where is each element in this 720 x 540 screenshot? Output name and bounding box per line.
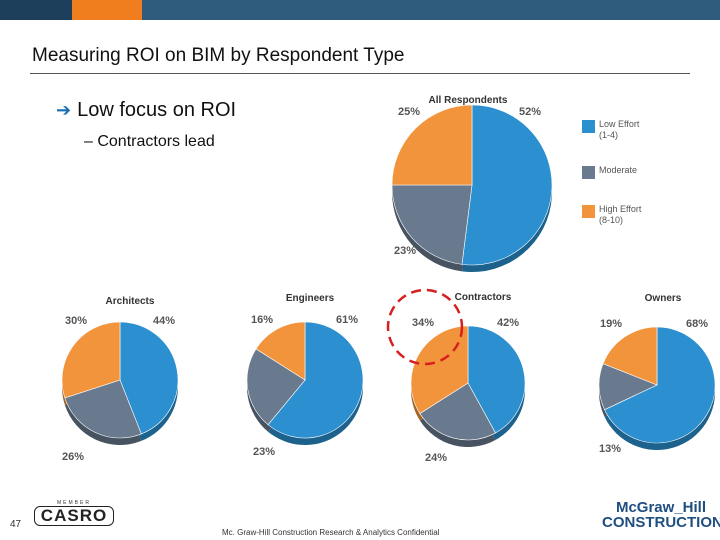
title-divider	[30, 73, 690, 74]
page-number: 47	[10, 519, 22, 530]
pie-slice-moderate	[391, 184, 473, 265]
pie-slice-high	[255, 321, 306, 381]
pie-slice-moderate	[246, 348, 306, 426]
data-label-moderate: 26%	[62, 451, 84, 463]
pie-slice-moderate	[419, 382, 496, 441]
bullet-main: ➔ Low focus on ROI	[56, 99, 236, 122]
data-label-high: 19%	[600, 318, 622, 330]
pie-contractors: Contractors 34% 42% 24%	[386, 288, 526, 464]
legend-label-moderate: Moderate	[599, 165, 637, 175]
highlight-circle	[386, 288, 464, 366]
slide-title: Measuring ROI on BIM by Respondent Type	[32, 45, 405, 66]
pie-title: Owners	[645, 293, 682, 304]
data-label-high: 16%	[251, 314, 273, 326]
top-banner-accent-orange	[72, 0, 142, 20]
legend-swatch-high	[582, 205, 595, 218]
data-label-moderate: 24%	[425, 452, 447, 464]
data-label-low: 61%	[336, 314, 358, 326]
pie-slice-high	[61, 321, 121, 399]
footer-confidential: Mc. Graw-Hill Construction Research & An…	[222, 528, 440, 537]
pie-title: Architects	[106, 296, 155, 307]
arrow-bullet-icon: ➔	[56, 100, 72, 120]
data-label-high: 30%	[65, 315, 87, 327]
data-label-moderate: 13%	[599, 443, 621, 455]
pie-slice-low	[267, 321, 364, 439]
casro-logo: MEMBER CASRO	[34, 500, 114, 534]
legend-swatch-moderate	[582, 166, 595, 179]
top-banner-accent-dark	[0, 0, 72, 20]
pie-title: All Respondents	[429, 95, 508, 106]
pie-all-respondents: All Respondents 25% 52% 23%	[391, 95, 553, 272]
pie-slice-high	[410, 325, 469, 414]
legend-sublabel-low: (1-4)	[599, 130, 618, 140]
legend: Low Effort(1-4) Moderate High Effort(8-10)	[582, 119, 642, 225]
pie-slice-high	[391, 104, 473, 186]
data-label-moderate: 23%	[394, 245, 416, 257]
pie-owners: Owners 19% 68% 13%	[598, 293, 716, 455]
pie-slice-low	[461, 104, 553, 266]
pie-title: Contractors	[455, 292, 512, 303]
legend-label-high: High Effort	[599, 204, 642, 214]
pie-slice-low	[604, 326, 716, 444]
data-label-low: 44%	[153, 315, 175, 327]
pie-slice-moderate	[64, 379, 142, 439]
bullet-sub: – Contractors lead	[84, 133, 215, 150]
mcgraw-hill-logo: McGraw_Hill CONSTRUCTION	[602, 499, 720, 531]
data-label-low: 52%	[519, 106, 541, 118]
pie-engineers: Engineers 16% 61% 23%	[246, 293, 364, 458]
legend-swatch-low	[582, 120, 595, 133]
legend-label-low: Low Effort	[599, 119, 640, 129]
data-label-high: 34%	[412, 317, 434, 329]
pie-slice-high	[602, 326, 658, 386]
bullet-main-text: Low focus on ROI	[77, 99, 237, 121]
data-label-low: 68%	[686, 318, 708, 330]
pie-title: Engineers	[286, 293, 335, 304]
pie-architects: Architects 30% 44% 26%	[61, 296, 179, 463]
pie-slice-low	[119, 321, 179, 435]
pie-slice-low	[467, 325, 526, 434]
legend-sublabel-high: (8-10)	[599, 215, 623, 225]
top-banner	[0, 0, 720, 20]
data-label-low: 42%	[497, 317, 519, 329]
data-label-moderate: 23%	[253, 446, 275, 458]
data-label-high: 25%	[398, 106, 420, 118]
